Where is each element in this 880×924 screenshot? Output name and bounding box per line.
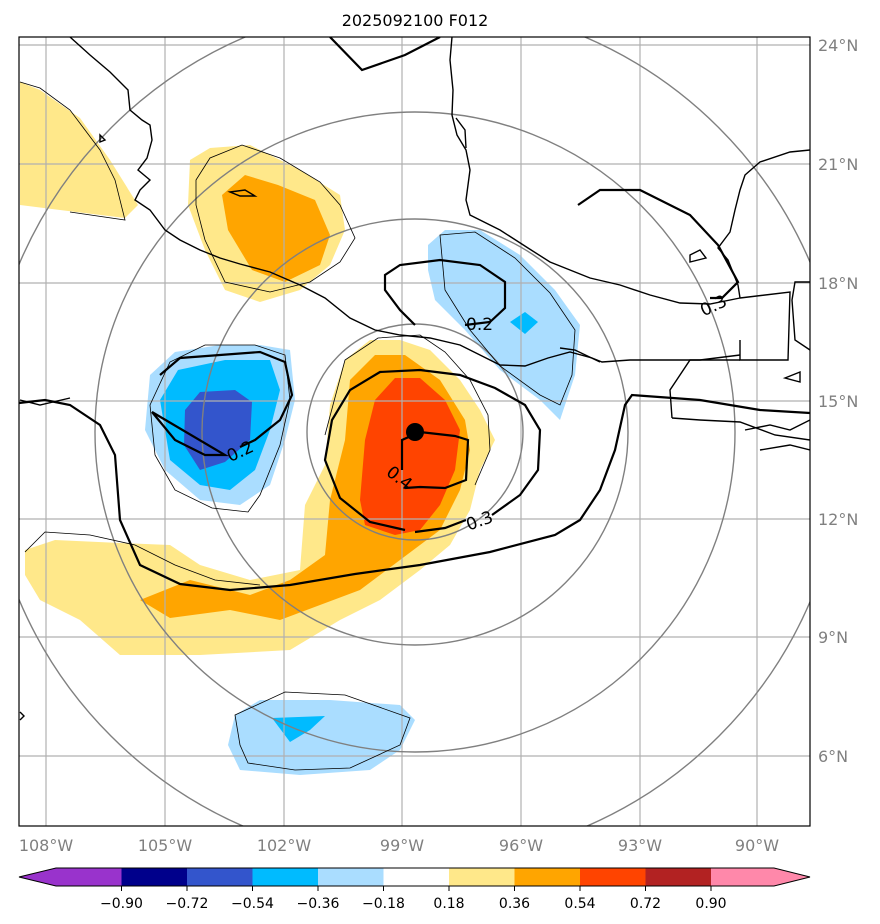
colorbar-segment-6 [383, 868, 449, 886]
colorbar: −0.90 −0.72 −0.54 −0.36 −0.18 0.18 0.36 … [18, 867, 811, 912]
latitude-axis: 24°N 21°N 18°N 15°N 12°N 9°N 6°N [818, 36, 858, 766]
colorbar-segment-8 [514, 868, 580, 886]
thin-contours [19, 81, 576, 771]
lon-label-105w: 105°W [138, 836, 193, 855]
positive-shading [20, 82, 495, 655]
lon-label-99w: 99°W [380, 836, 424, 855]
colorbar-label-p090: 0.90 [695, 896, 726, 912]
colorbar-label-n072: −0.72 [166, 896, 209, 912]
lon-label-96w: 96°W [499, 836, 543, 855]
colorbar-label-p036: 0.36 [499, 896, 530, 912]
colorbar-segment-10 [645, 868, 711, 886]
lon-label-102w: 102°W [257, 836, 312, 855]
map-frame [18, 36, 811, 827]
colorbar-ticks [121, 886, 712, 891]
colorbar-outline [18, 867, 811, 887]
map-area: 0.2 0.2 0.4 0.3 0.3 [19, 37, 810, 826]
lat-label-6n: 6°N [818, 747, 848, 766]
lat-label-9n: 9°N [818, 628, 848, 647]
storm-center-marker [406, 423, 424, 441]
colorbar-segment-2 [121, 868, 187, 886]
lat-label-18n: 18°N [818, 274, 858, 293]
map-title: 2025092100 F012 [342, 11, 489, 30]
gridlines [19, 37, 810, 826]
lat-label-21n: 21°N [818, 155, 858, 174]
lat-label-15n: 15°N [818, 392, 858, 411]
colorbar-label-n090: −0.90 [100, 896, 143, 912]
colorbar-segment-1 [56, 868, 122, 886]
lat-label-12n: 12°N [818, 510, 858, 529]
colorbar-label-n018: −0.18 [362, 896, 405, 912]
colorbar-segment-9 [580, 868, 646, 886]
lat-label-24n: 24°N [818, 36, 858, 55]
colorbar-segment-7 [449, 868, 515, 886]
colorbar-segment-4 [252, 868, 318, 886]
lon-label-108w: 108°W [19, 836, 74, 855]
longitude-axis: 108°W 105°W 102°W 99°W 96°W 93°W 90°W [19, 836, 779, 855]
thick-contours [19, 37, 810, 592]
colorbar-segment-3 [187, 868, 253, 886]
colorbar-label-p072: 0.72 [630, 896, 661, 912]
contour-label-0: 0.2 [466, 315, 493, 335]
colorbar-label-p054: 0.54 [564, 896, 595, 912]
lon-label-90w: 90°W [735, 836, 779, 855]
colorbar-label-n054: −0.54 [231, 896, 274, 912]
lon-label-93w: 93°W [618, 836, 662, 855]
colorbar-segment-5 [318, 868, 384, 886]
colorbar-extend-high [774, 868, 810, 886]
colorbar-label-n036: −0.36 [297, 896, 340, 912]
colorbar-label-p018: 0.18 [433, 896, 464, 912]
colorbar-segment-11 [711, 868, 774, 886]
colorbar-extend-low [19, 868, 56, 886]
